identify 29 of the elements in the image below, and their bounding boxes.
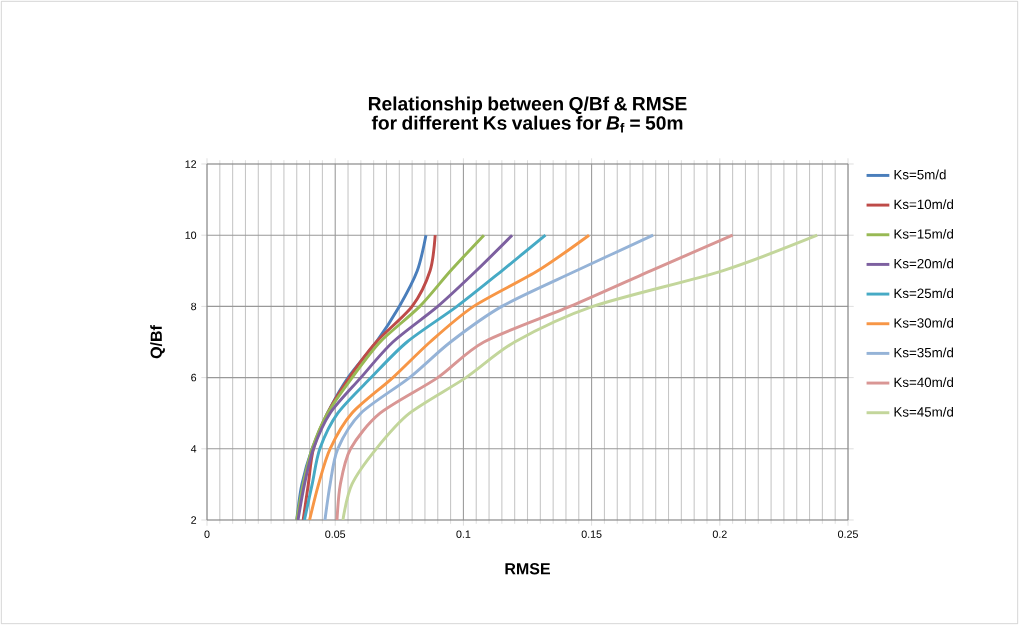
- x-tick-label: 0.1: [456, 530, 471, 538]
- y-tick-label: 6: [191, 373, 197, 382]
- line-series: [323, 233, 655, 520]
- legend-label: Ks=15m/d: [894, 228, 954, 239]
- legend-label: Ks=35m/d: [894, 347, 954, 358]
- x-tick-label: 0: [204, 530, 210, 538]
- legend-label: Ks=45m/d: [894, 406, 954, 417]
- y-tick-label: 4: [190, 445, 197, 453]
- y-tick-label: 8: [191, 302, 197, 311]
- legend-label: Ks=30m/d: [894, 317, 954, 328]
- legend-label: Ks=20m/d: [894, 258, 954, 269]
- y-axis-title: Q/Bf: [150, 325, 165, 359]
- x-tick-label: 0.2: [712, 530, 727, 538]
- legend-label: Ks=5m/d: [894, 169, 946, 180]
- x-tick-label: 0.05: [325, 530, 346, 538]
- legend-label: Ks=25m/d: [894, 288, 954, 299]
- line-series: [308, 233, 591, 520]
- x-axis-title: RMSE: [505, 563, 550, 575]
- line-series: [302, 233, 547, 520]
- chart-title: Relationship between Q/Bf & RMSE for different Ks values for B$_{f}$ = 50m: [368, 96, 687, 133]
- y-tick-label: 10: [185, 231, 197, 239]
- legend-label: Ks=40m/d: [894, 377, 954, 388]
- x-tick-label: 0.25: [838, 530, 858, 538]
- y-tick-label: 12: [185, 160, 197, 168]
- line-series: [335, 233, 735, 520]
- line-series: [341, 233, 819, 520]
- legend-label: Ks=10m/d: [894, 199, 954, 210]
- y-tick-label: 2: [191, 516, 197, 524]
- x-tick-label: 0.15: [581, 530, 602, 538]
